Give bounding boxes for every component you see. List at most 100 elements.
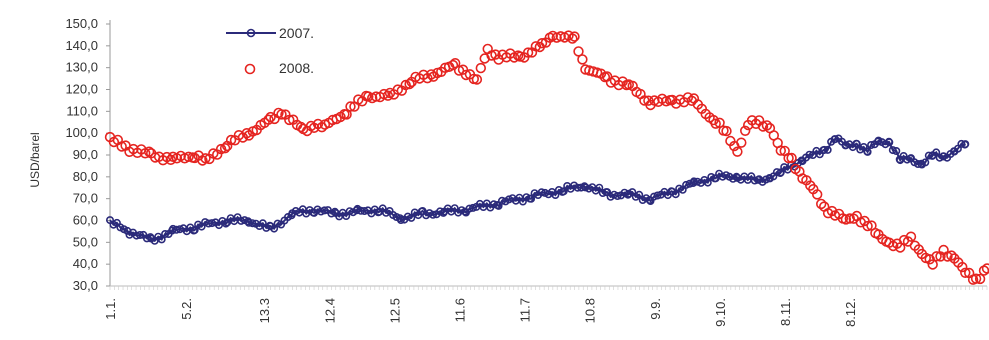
point-2008 <box>710 118 721 129</box>
point-2008 <box>404 78 415 90</box>
point-2007 <box>653 191 662 200</box>
point-2007 <box>892 147 901 156</box>
point-2007 <box>957 139 966 148</box>
y-tick-label: 100,0 <box>65 125 98 140</box>
point-2008 <box>732 146 743 157</box>
point-2008 <box>970 273 982 284</box>
series-line-2007 <box>109 137 967 243</box>
x-tick-label: 12.4 <box>322 298 337 323</box>
point-2007 <box>921 158 930 167</box>
point-2008 <box>577 54 588 65</box>
x-tick-label: 9.9. <box>648 298 663 320</box>
legend-label-2008: 2008. <box>279 60 314 76</box>
point-2008 <box>761 120 773 131</box>
legend: 2007. 2008. <box>226 25 314 76</box>
point-2008 <box>750 118 762 130</box>
point-2008 <box>946 250 957 261</box>
point-2008 <box>786 152 797 164</box>
x-tick-label: 5.2. <box>179 298 194 320</box>
point-2008 <box>927 259 938 270</box>
x-tick-label: 9.10. <box>713 298 728 327</box>
series-layer <box>104 30 989 285</box>
point-2007 <box>682 180 691 189</box>
y-tick-label: 80,0 <box>73 169 98 184</box>
point-2007 <box>913 160 922 169</box>
point-2008 <box>859 215 870 227</box>
point-2008 <box>263 114 274 125</box>
point-2008 <box>844 213 855 224</box>
point-2007 <box>924 151 933 160</box>
x-tick-label: 10.8 <box>583 298 598 323</box>
point-2007 <box>273 219 282 228</box>
point-2007 <box>820 145 829 154</box>
point-2007 <box>527 194 536 203</box>
point-2008 <box>931 251 942 262</box>
point-2008 <box>862 220 873 232</box>
point-2007 <box>190 226 199 235</box>
point-2008 <box>276 109 287 120</box>
point-2008 <box>721 125 732 137</box>
point-2008 <box>905 231 917 242</box>
point-2008 <box>935 251 946 262</box>
point-2007 <box>221 219 230 228</box>
point-2008 <box>200 153 211 164</box>
legend-item-2008: 2008. <box>244 60 314 76</box>
x-axis: 1.1. 5.2. 13.3 12.4 12.5 11.6 11.7 10.8 9.9. 9.10… <box>103 285 988 327</box>
y-tick-label: 30,0 <box>73 278 98 293</box>
point-2008 <box>143 146 155 157</box>
point-2008 <box>284 114 295 126</box>
legend-label-2007: 2007. <box>279 25 314 41</box>
point-2007 <box>703 178 712 187</box>
point-2008 <box>341 109 352 120</box>
point-2008 <box>783 152 794 164</box>
point-2008 <box>978 265 989 276</box>
point-2007 <box>830 135 839 144</box>
point-2008 <box>960 267 971 278</box>
point-2007 <box>903 155 912 164</box>
x-tick-label: 1.1. <box>103 298 118 320</box>
point-2008 <box>530 41 542 52</box>
point-2008 <box>457 64 469 75</box>
point-2008 <box>447 59 459 71</box>
point-2007 <box>823 145 832 154</box>
point-2007 <box>161 230 170 239</box>
point-2007 <box>489 200 498 209</box>
point-2007 <box>863 147 872 156</box>
point-2008 <box>471 74 483 85</box>
y-tick-label: 40,0 <box>73 256 98 271</box>
point-2008 <box>183 151 194 163</box>
point-2008 <box>811 189 823 200</box>
x-tick-label: 8.12. <box>843 298 858 327</box>
point-2007 <box>559 187 568 196</box>
point-2007 <box>407 213 416 222</box>
point-2007 <box>675 184 684 193</box>
point-2007 <box>320 206 329 215</box>
point-2008 <box>739 125 751 137</box>
point-2007 <box>595 183 604 192</box>
point-2007 <box>635 190 644 199</box>
point-2007 <box>961 140 970 149</box>
point-2008 <box>573 46 584 57</box>
point-2008 <box>522 47 534 58</box>
point-2008 <box>974 273 986 285</box>
point-2007 <box>649 192 658 201</box>
point-2008 <box>840 214 852 225</box>
point-2007 <box>750 176 759 185</box>
point-2008 <box>775 145 786 156</box>
point-2008 <box>942 251 953 262</box>
point-2008 <box>475 62 486 74</box>
point-2008 <box>116 141 127 152</box>
point-2007 <box>613 192 622 201</box>
point-2008 <box>736 137 747 148</box>
point-2008 <box>981 263 989 274</box>
point-2007 <box>497 196 506 205</box>
x-tick-label: 8.11. <box>778 298 793 326</box>
y-tick-label: 60,0 <box>73 213 98 228</box>
legend-marker-2008 <box>244 63 256 75</box>
point-2007 <box>360 207 369 216</box>
point-2007 <box>841 141 850 150</box>
point-2007 <box>867 141 876 150</box>
point-2008 <box>515 51 526 62</box>
point-2007 <box>772 168 781 177</box>
